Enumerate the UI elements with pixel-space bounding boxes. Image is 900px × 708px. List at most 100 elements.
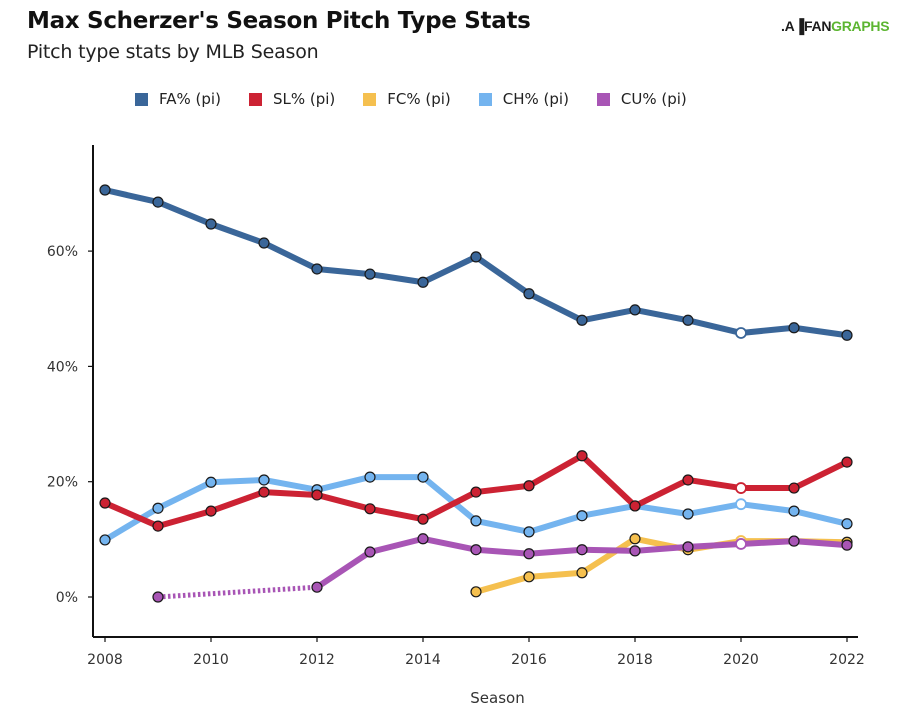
series-sl-segment [261,489,320,498]
data-point-cu [311,581,323,593]
data-point-fa [470,251,482,263]
legend-item-cu[interactable]: CU% (pi) [596,90,687,108]
series-fa-segment [738,324,797,336]
data-point-cu [735,538,747,550]
series-fa-segment [208,221,267,247]
series-cu-segment [157,584,318,600]
data-point-sl [311,489,323,501]
x-tick-label: 2020 [723,652,759,668]
x-tick-label: 2012 [299,652,335,668]
data-point-sl [99,497,111,509]
series-fa-segment [420,253,479,286]
legend-item-sl[interactable]: SL% (pi) [248,90,335,108]
series-cu-segment [791,538,850,549]
data-point-sl [152,520,164,532]
series-fa-segment [261,240,320,272]
data-point-ch [152,502,164,514]
data-point-fa [576,314,588,326]
legend-swatch-ch [478,92,492,106]
x-tick-label: 2018 [617,652,653,668]
x-axis-title: Season [470,689,524,707]
legend-item-fc[interactable]: FC% (pi) [363,90,451,108]
legend-label-fc: FC% (pi) [387,90,451,108]
data-point-ch [470,515,482,527]
data-point-cu [629,545,641,557]
x-tick-label: 2008 [87,652,123,668]
data-point-sl [417,513,429,525]
series-ch-segment [579,502,638,519]
legend-swatch-sl [248,92,262,106]
x-tick-label: 2016 [511,652,547,668]
axes: 0% 20% 40% 60% 2008 2010 2012 2014 2016 2018 2020 2… [47,145,865,707]
data-point-sl [629,500,641,512]
data-point-ch [841,518,853,530]
series-cu-segment [473,546,532,557]
data-point-fa [682,314,694,326]
data-point-fa [205,218,217,230]
chart-title: Max Scherzer's Season Pitch Type Stats [27,8,531,34]
series-fa-segment [791,324,850,339]
legend-item-ch[interactable]: CH% (pi) [478,90,569,108]
data-point-ch [682,508,694,520]
series-ch-segment [738,501,797,515]
legend-label-ch: CH% (pi) [502,90,569,108]
series-fa-segment [526,290,585,324]
data-point-fa [841,329,853,341]
series-sl-segment [685,476,744,492]
data-point-cu [152,591,164,603]
series-ch-segment [473,517,532,535]
series-ch-segment [632,502,691,517]
series-sl-segment [579,452,638,509]
series-ch-segment [102,505,161,543]
data-point-cu [788,535,800,547]
series-ch-segment [791,508,850,527]
data-point-sl [841,456,853,468]
data-point-sl [364,503,376,515]
series-sl [99,450,853,532]
legend-swatch-cu [596,92,610,106]
series-cu-segment [738,538,797,547]
series-layer [99,184,853,603]
data-point-fa [99,184,111,196]
data-point-fa [523,288,535,300]
series-sl-segment [791,459,850,492]
data-point-ch [788,505,800,517]
legend-item-fa[interactable]: FA% (pi) [135,90,221,108]
series-sl-segment [473,482,532,496]
series-sl-segment [420,489,479,523]
data-point-ch [205,476,217,488]
series-fc-segment [579,535,638,576]
logo-text-fan: FAN [804,18,832,34]
y-tick-label: 20% [47,475,78,491]
series-cu-segment [632,543,691,554]
legend-label-fa: FA% (pi) [159,90,221,108]
data-point-sl [682,474,694,486]
data-point-fc [470,586,482,598]
series-fa-segment [314,265,373,278]
data-point-ch [735,498,747,511]
fangraphs-logo-icon: .A▐ [781,18,805,34]
data-point-ch [258,474,270,486]
series-fa-segment [155,199,214,228]
data-point-cu [364,546,376,558]
data-point-cu [470,544,482,556]
x-tick-label: 2010 [193,652,229,668]
series-fa-segment [632,306,691,324]
y-tick-label: 60% [47,244,78,260]
x-tick-label: 2022 [829,652,865,668]
data-point-cu [576,544,588,556]
series-fa [99,184,853,341]
fangraphs-logo[interactable]: .A▐FANGRAPHS [781,18,890,34]
data-point-sl [788,482,800,494]
series-ch-segment [314,474,373,493]
series-sl-segment [102,500,161,530]
data-point-fa [629,304,641,316]
series-sl-segment [208,489,267,515]
series-cu-segment [685,540,744,550]
data-point-fc [523,571,535,583]
series-sl-segment [632,476,691,509]
data-point-fa [417,276,429,288]
data-point-cu [523,548,535,560]
legend-swatch-fc [363,92,377,106]
data-point-fa [311,263,323,275]
